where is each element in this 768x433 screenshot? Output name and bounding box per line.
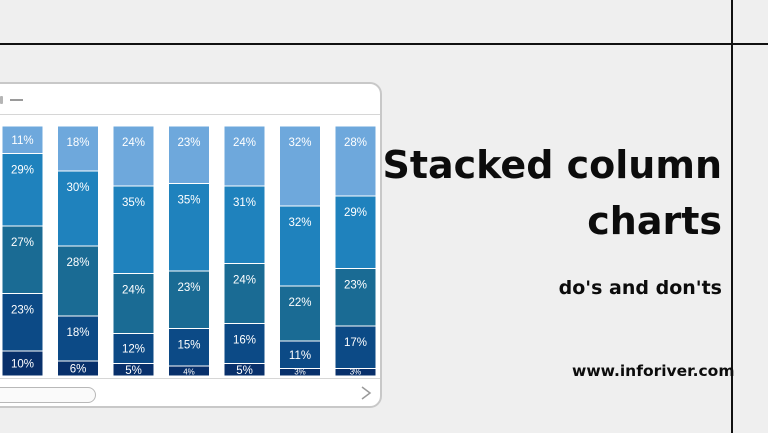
data-label: 24% <box>122 137 145 149</box>
data-label: 23% <box>11 305 34 317</box>
page-subtitle: do's and don'ts <box>558 277 722 299</box>
data-label: 23% <box>344 280 367 292</box>
bar-segment[interactable] <box>112 185 155 274</box>
page-title: Stacked column charts <box>382 143 722 243</box>
data-label: 22% <box>288 297 311 309</box>
data-label: 5% <box>125 365 142 377</box>
bar-segment[interactable] <box>334 268 377 327</box>
chart-window: 10% 23% 27% 29% 11% 6% 18% 28% 30% 18% 5% 12% 24% 35%… <box>0 82 382 408</box>
bar-segment[interactable] <box>223 185 266 264</box>
data-label: 28% <box>344 137 367 149</box>
data-label: 32% <box>288 137 311 149</box>
bar-segment[interactable] <box>112 125 155 187</box>
data-label: 24% <box>233 137 256 149</box>
bar-segment[interactable] <box>223 263 266 324</box>
data-label: 16% <box>233 335 256 347</box>
bar-segment[interactable] <box>279 205 321 287</box>
bar-segment[interactable] <box>334 195 377 269</box>
data-label: 24% <box>233 275 256 287</box>
bar-segment[interactable] <box>57 245 99 317</box>
data-label: 30% <box>66 182 89 194</box>
bar-segment[interactable] <box>223 323 266 364</box>
data-label: 32% <box>288 217 311 229</box>
horizontal-scrollbar[interactable] <box>0 387 96 403</box>
top-divider-line <box>0 43 768 45</box>
data-label: 17% <box>344 337 367 349</box>
chevron-right-icon[interactable] <box>360 385 372 401</box>
data-label: 23% <box>177 137 200 149</box>
minimize-icon[interactable] <box>10 99 23 101</box>
data-label: 3% <box>294 368 306 377</box>
bar-segment[interactable] <box>1 225 44 294</box>
window-bottombar <box>0 378 380 406</box>
data-label: 6% <box>70 364 87 376</box>
data-label: 4% <box>183 368 195 377</box>
window-control-icon <box>0 96 3 104</box>
data-label: 28% <box>66 257 89 269</box>
website-link[interactable]: www.inforiver.com <box>572 362 735 380</box>
bar-segment[interactable] <box>1 293 44 352</box>
bar-segment[interactable] <box>279 340 321 369</box>
data-label: 35% <box>122 197 145 209</box>
data-label: 35% <box>177 195 200 207</box>
bar-segment[interactable] <box>223 125 266 187</box>
data-label: 23% <box>177 282 200 294</box>
right-divider-line <box>731 0 733 433</box>
bar-segment[interactable] <box>57 170 99 247</box>
data-label: 24% <box>122 285 145 297</box>
bar-segment[interactable] <box>168 125 210 184</box>
data-label: 15% <box>177 340 200 352</box>
bar-segment[interactable] <box>279 285 321 342</box>
data-label: 31% <box>233 197 256 209</box>
data-label: 11% <box>289 350 311 362</box>
data-label: 29% <box>11 165 34 177</box>
data-label: 18% <box>66 137 89 149</box>
data-label: 11% <box>11 135 33 147</box>
window-titlebar <box>0 84 380 115</box>
data-label: 5% <box>236 365 253 377</box>
bar-segment[interactable] <box>168 270 210 329</box>
bar-segment[interactable] <box>1 125 44 154</box>
data-label: 29% <box>344 207 367 219</box>
data-label: 12% <box>122 344 145 356</box>
data-label: 3% <box>350 368 362 377</box>
bar-segment[interactable] <box>334 125 377 197</box>
data-label: 18% <box>66 327 89 339</box>
data-label: 10% <box>11 359 34 371</box>
bar-segment[interactable] <box>57 125 99 172</box>
bar-segment[interactable] <box>57 315 99 362</box>
stacked-column-chart: 10% 23% 27% 29% 11% 6% 18% 28% 30% 18% 5% 12% 24% 35%… <box>1 125 377 377</box>
data-label: 27% <box>11 237 34 249</box>
bar-segment[interactable] <box>279 125 321 207</box>
bar-segment[interactable] <box>168 183 210 272</box>
bar-segment[interactable] <box>112 273 155 334</box>
